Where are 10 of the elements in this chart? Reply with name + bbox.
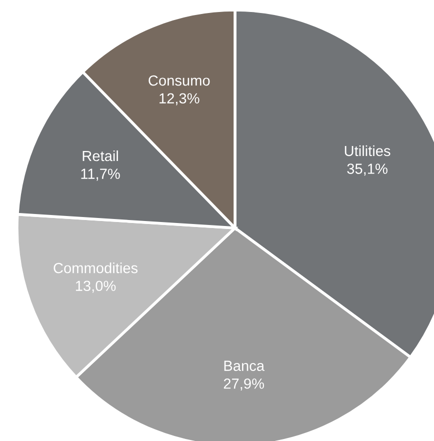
data-label: 35,1%	[347, 164, 388, 176]
slice-label: Consumo	[148, 75, 210, 86]
data-label: 27,9%	[224, 378, 264, 391]
slice-label: Banca	[224, 360, 265, 371]
slice-label: Retail	[82, 150, 118, 162]
slice-label: Utilities	[344, 145, 390, 156]
data-label: 11,7%	[81, 168, 120, 181]
data-label: 13,0%	[76, 280, 116, 293]
data-label: 12,3%	[160, 93, 200, 106]
slice-label: Commodities	[54, 262, 138, 274]
